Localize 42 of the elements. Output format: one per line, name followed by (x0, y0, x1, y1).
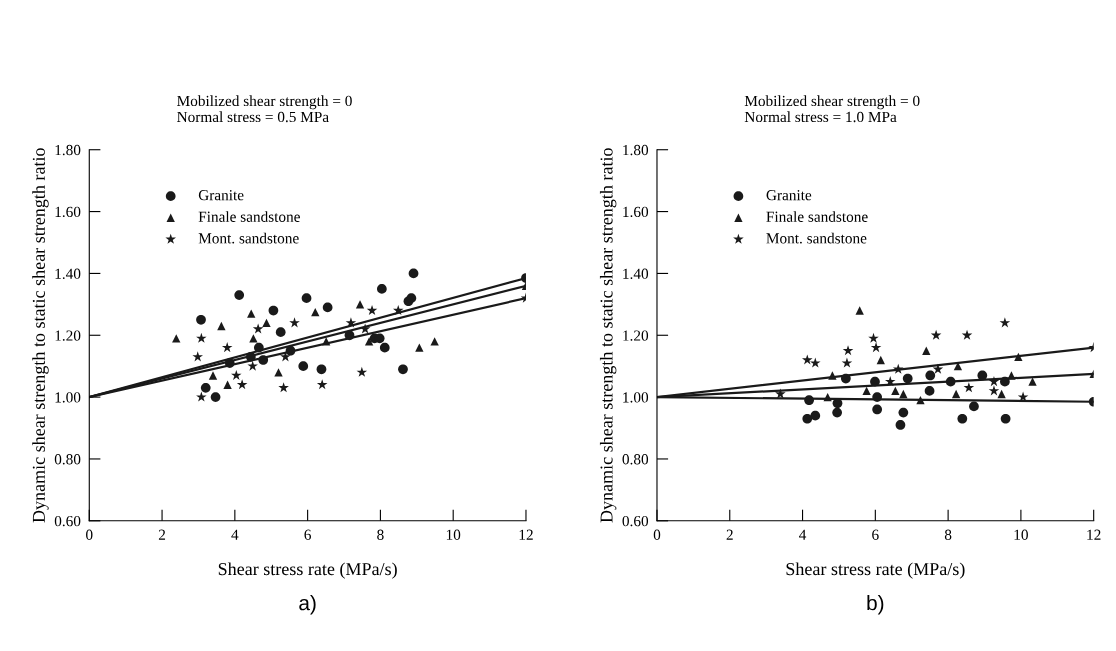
text: b) (867, 595, 884, 615)
x-tick-label: 4 (799, 529, 807, 540)
y-tick-label: 1.00 (55, 392, 81, 403)
y-tick-label: 1.20 (623, 330, 649, 341)
x-tick-label: 6 (872, 529, 879, 540)
legend-label: Granite (198, 190, 244, 201)
x-tick-label: 12 (1087, 529, 1101, 540)
legend-label: Mont. sandstone (766, 232, 867, 244)
y-tick-label: 0.80 (622, 454, 649, 465)
legend-label: Finale sandstone (198, 211, 300, 222)
y-tick-label: 1.60 (623, 206, 649, 218)
x-tick-label: 12 (519, 529, 533, 540)
x-tick-label: 10 (446, 529, 461, 540)
y-tick-label: 0.80 (54, 454, 81, 465)
x-axis-title: Shear stress rate (MPa/s) (218, 562, 397, 579)
x-tick-label: 8 (944, 529, 952, 540)
y-tick-label: 1.80 (55, 144, 81, 156)
y-tick-label: 1.80 (623, 144, 649, 156)
y-tick-label: 1.60 (55, 206, 81, 218)
y-tick-label: 1.40 (55, 268, 81, 279)
legend-label: Mont. sandstone (198, 232, 299, 244)
x-tick-label: 0 (653, 529, 661, 540)
y-axis-title: Dynamic shear strength to static shear strength ratio (32, 148, 49, 523)
y-axis-title: Dynamic shear strength to static shear strength ratio (599, 148, 617, 523)
x-tick-label: 8 (377, 529, 384, 540)
legend-label: Finale sandstone (766, 211, 868, 222)
x-tick-label: 0 (86, 529, 93, 540)
x-tick-label: 4 (231, 529, 239, 540)
y-tick-label: 1.40 (623, 268, 649, 279)
y-tick-label: 1.00 (623, 392, 649, 403)
x-tick-label: 2 (158, 529, 166, 540)
x-tick-label: 10 (1014, 529, 1028, 540)
x-axis-title: Shear stress rate (MPa/s) (786, 562, 965, 579)
chart-title: Mobilized shear strength = 0 Normal stress = 0.5 MPa (177, 95, 352, 123)
y-tick-label: 1.20 (55, 330, 81, 341)
x-tick-label: 6 (304, 529, 311, 540)
text: a) (299, 595, 316, 615)
chart-title: Mobilized shear strength = 0 Normal stress = 1.0 MPa (744, 95, 920, 123)
legend-label: Granite (766, 190, 812, 201)
y-tick-label: 0.60 (622, 515, 649, 527)
x-tick-label: 2 (726, 529, 733, 540)
y-tick-label: 0.60 (54, 515, 81, 527)
